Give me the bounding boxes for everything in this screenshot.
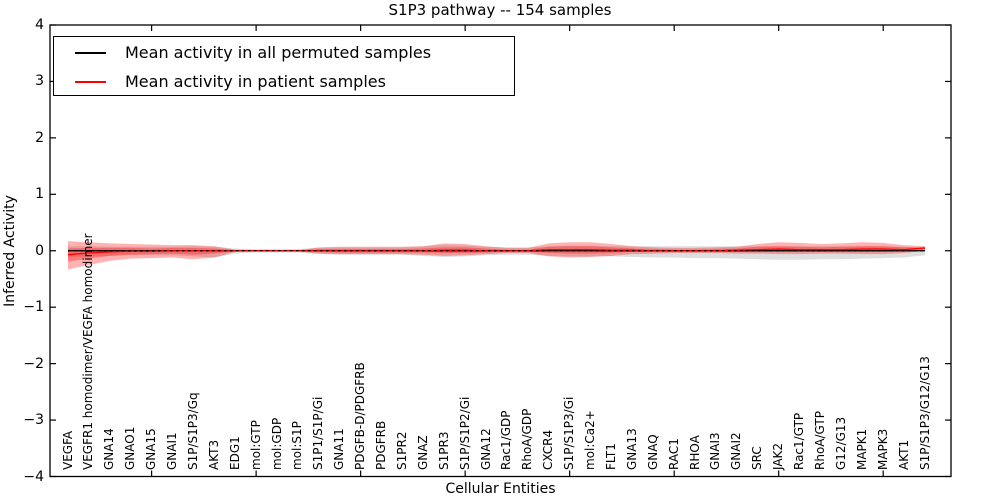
x-tick-label: S1P1/S1P/Gi	[311, 396, 326, 470]
x-tick-label: GNA15	[144, 428, 159, 470]
x-tick-label: Rac1/GTP	[792, 412, 807, 470]
x-tick-label: GNA11	[332, 428, 347, 470]
x-tick-label: GNAI2	[729, 432, 744, 470]
x-axis-title: Cellular Entities	[445, 481, 556, 497]
x-tick-label: VEGFR1 homodimer/VEGFA homodimer	[81, 233, 96, 470]
legend: Mean activity in all permuted samples Me…	[53, 36, 515, 96]
y-tick-label: −3	[23, 412, 44, 429]
legend-item-permuted: Mean activity in all permuted samples	[54, 39, 514, 66]
x-tick-label: CXCR4	[541, 429, 556, 470]
x-tick-label: EDG1	[227, 436, 242, 470]
x-tick-label: RhoA/GTP	[812, 411, 827, 470]
x-tick-label: S1PR3	[436, 431, 451, 470]
x-tick-label: FLT1	[603, 443, 618, 470]
x-tick-label: Rac1/GDP	[499, 410, 514, 470]
x-tick-label: GNAQ	[645, 434, 660, 470]
y-axis-title: Inferred Activity	[2, 195, 18, 307]
x-tick-label: JAK2	[771, 442, 786, 470]
x-tick-label: GNA12	[478, 428, 493, 470]
x-tick-label: RhoA/GDP	[520, 408, 535, 470]
y-tick-label: −2	[23, 355, 44, 372]
legend-label-permuted: Mean activity in all permuted samples	[125, 43, 432, 62]
x-tick-label: GNAI3	[708, 432, 723, 470]
y-tick-label: 0	[35, 242, 44, 259]
x-tick-label: PDGFRB	[374, 420, 389, 470]
x-tick-label: mol:GTP	[248, 420, 263, 470]
x-tick-label: RHOA	[687, 435, 702, 470]
x-tick-label: MAPK3	[875, 428, 890, 470]
x-tick-label: MAPK1	[854, 428, 869, 470]
x-tick-label: GNAZ	[415, 435, 430, 470]
x-tick-label: SRC	[750, 446, 765, 470]
x-tick-label: GNA13	[624, 428, 639, 470]
x-tick-label: S1PR2	[394, 431, 409, 470]
x-tick-label: RAC1	[666, 438, 681, 470]
patient-spread-inner-band	[68, 246, 925, 262]
x-tick-label: GNAO1	[123, 426, 138, 470]
x-tick-label: S1P/S1P3/Gi	[562, 396, 577, 470]
chart-title: S1P3 pathway -- 154 samples	[388, 1, 612, 19]
x-tick-label: GNAI1	[165, 432, 179, 470]
x-tick-label: S1P/S1P3/Gq	[185, 392, 200, 470]
x-tick-label: mol:S1P	[290, 421, 305, 470]
y-tick-label: −4	[23, 468, 44, 485]
permuted-spread-band	[68, 245, 925, 260]
x-tick-label: mol:GDP	[269, 417, 284, 470]
permuted-line-swatch	[75, 51, 106, 54]
x-tick-label: VEGFA	[60, 430, 75, 470]
y-tick-label: −1	[23, 299, 44, 316]
x-tick-label: S1P/S1P2/Gi	[457, 396, 472, 470]
x-tick-label: PDGFB-D/PDGFRB	[353, 362, 368, 470]
y-tick-label: 4	[35, 17, 44, 33]
x-tick-label: AKT1	[896, 439, 911, 470]
patient-line-swatch	[75, 80, 106, 83]
x-tick-label: S1P/S1P3/G12/G13	[917, 356, 932, 470]
y-tick-label: 3	[35, 73, 44, 90]
legend-item-patient: Mean activity in patient samples	[54, 68, 514, 95]
patient-spread-band	[68, 241, 925, 270]
legend-label-patient: Mean activity in patient samples	[125, 72, 386, 91]
x-tick-label: mol:Ca2+	[583, 410, 598, 470]
x-tick-label: GNA14	[102, 428, 117, 470]
y-tick-label: 1	[35, 186, 44, 203]
x-tick-label: AKT3	[206, 439, 221, 470]
x-tick-label: G12/G13	[833, 416, 848, 470]
y-tick-label: 2	[35, 129, 44, 146]
